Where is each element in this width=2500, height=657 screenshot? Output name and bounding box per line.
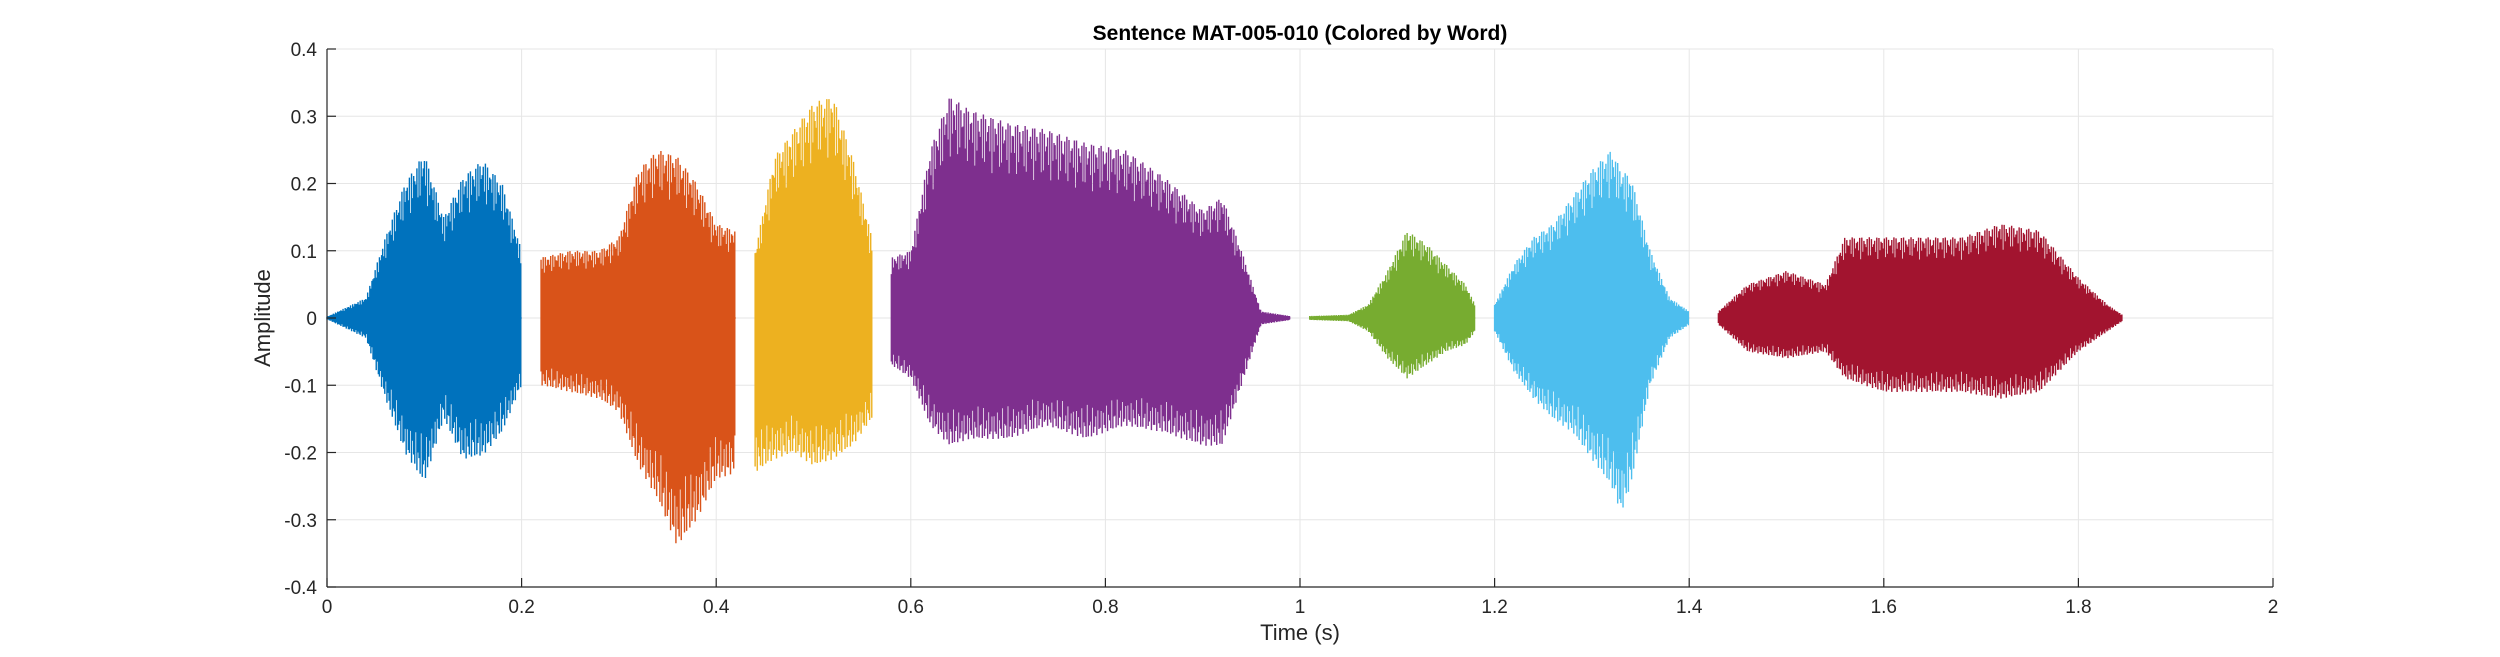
x-tick-label: 1.6 — [1871, 597, 1897, 618]
x-tick-label: 1.4 — [1676, 597, 1703, 618]
y-tick-label: 0.2 — [291, 175, 317, 196]
y-tick-label: 0 — [306, 309, 317, 330]
x-tick-label: 1.8 — [2065, 597, 2091, 618]
y-tick-label: -0.1 — [284, 376, 317, 397]
y-tick-label: -0.2 — [284, 444, 317, 465]
y-axis-label: Amplitude — [250, 269, 275, 367]
chart-title: Sentence MAT-005-010 (Colored by Word) — [1093, 22, 1508, 45]
x-tick-label: 0 — [322, 597, 333, 618]
word-waveform-series-3 — [754, 99, 873, 471]
y-tick-label: 0.1 — [291, 242, 317, 263]
x-tick-label: 0.8 — [1092, 597, 1118, 618]
x-axis-label: Time (s) — [1260, 620, 1340, 645]
x-tick-label: 1.2 — [1481, 597, 1507, 618]
x-tick-label: 0.4 — [703, 597, 730, 618]
axes — [326, 48, 2274, 588]
x-tick-label: 0.6 — [898, 597, 924, 618]
y-tick-label: 0.4 — [291, 40, 318, 61]
y-tick-label: -0.4 — [284, 578, 317, 599]
waveform-series — [326, 98, 2123, 544]
x-tick-label: 1 — [1295, 597, 1306, 618]
x-tick-label: 2 — [2268, 597, 2279, 618]
tick-labels: 0 0.2 0.4 0.6 0.8 1 1.2 1.4 1.6 1.8 2 -0.4 -0.3 -0.2 -… — [284, 40, 2278, 618]
x-tick-label: 0.2 — [508, 597, 534, 618]
word-waveform-series-2 — [540, 150, 736, 544]
y-tick-label: 0.3 — [291, 107, 317, 128]
y-tick-label: -0.3 — [284, 511, 317, 532]
